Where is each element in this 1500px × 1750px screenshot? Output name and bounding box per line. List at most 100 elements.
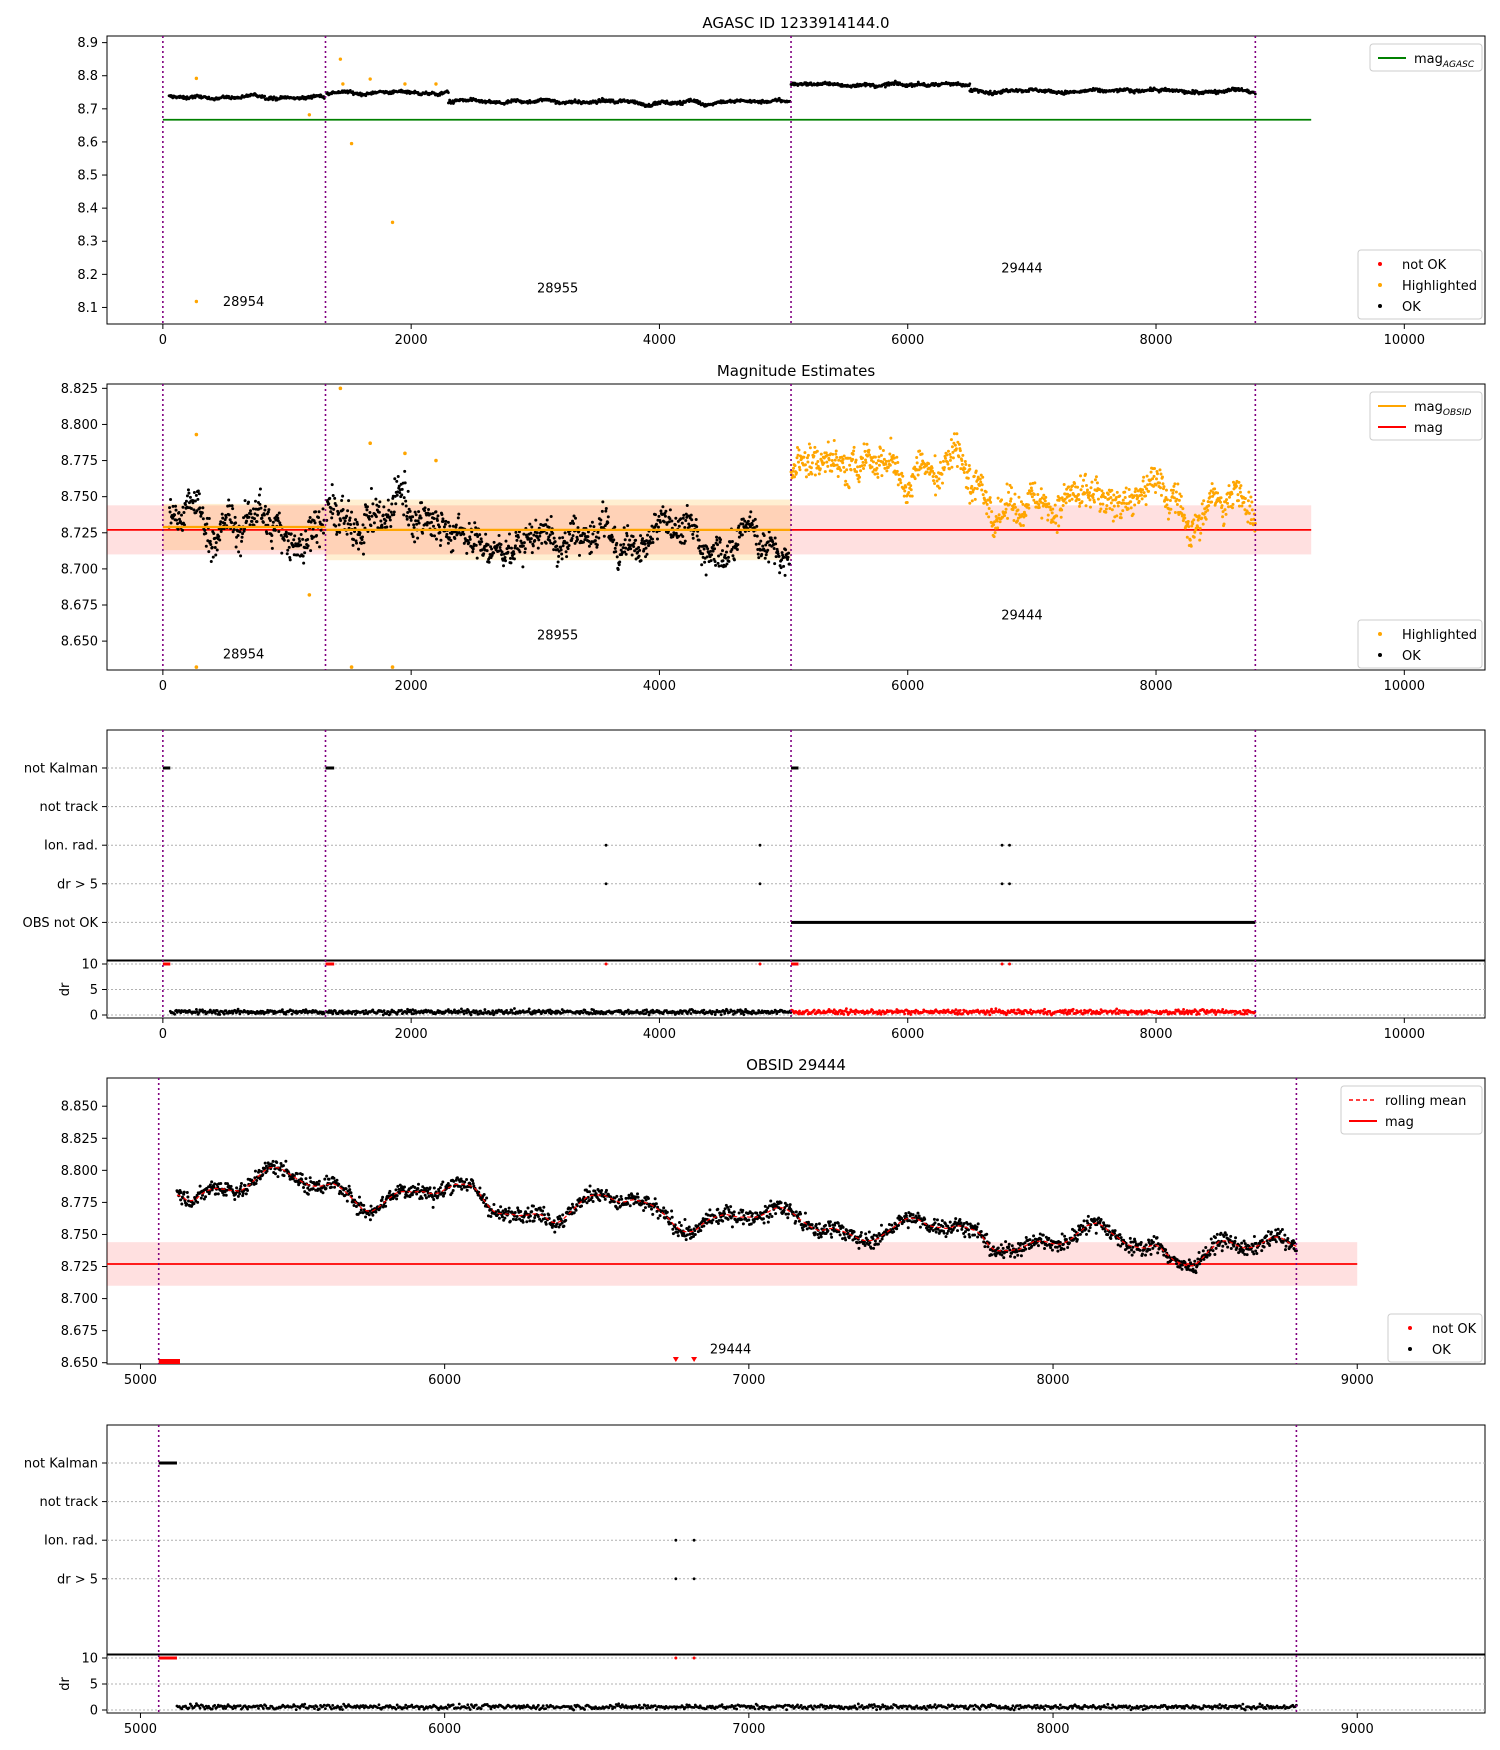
data-point — [478, 542, 482, 546]
data-point — [457, 531, 461, 535]
data-point — [876, 475, 880, 479]
data-point — [259, 506, 263, 510]
data-point — [834, 452, 838, 456]
data-point — [184, 499, 188, 503]
data-point — [668, 508, 672, 512]
data-point — [860, 464, 864, 468]
data-point — [223, 521, 227, 525]
data-point — [420, 501, 424, 505]
data-point — [404, 499, 408, 503]
data-point — [1141, 488, 1145, 492]
data-point — [289, 532, 293, 536]
data-point — [234, 521, 238, 525]
data-point — [841, 457, 845, 461]
data-point — [631, 535, 635, 539]
data-point — [1153, 467, 1157, 471]
data-point — [1144, 494, 1148, 498]
data-point — [354, 518, 358, 522]
dr-point — [218, 1013, 222, 1016]
data-point — [350, 510, 354, 514]
data-point — [552, 536, 556, 540]
dr-point — [361, 1009, 365, 1013]
data-point — [557, 554, 561, 558]
data-point — [813, 445, 817, 449]
data-point — [830, 458, 834, 462]
data-point — [807, 442, 811, 446]
data-point — [549, 515, 553, 519]
dr-point — [903, 1012, 907, 1016]
data-point — [383, 521, 387, 525]
flag-point — [1000, 843, 1004, 847]
data-point — [1004, 507, 1008, 511]
data-point — [920, 452, 924, 456]
data-point — [335, 532, 339, 536]
data-point — [432, 534, 436, 538]
data-point — [352, 522, 356, 526]
data-point — [985, 512, 989, 516]
data-point — [515, 538, 519, 542]
data-point — [592, 525, 596, 529]
data-point — [750, 523, 754, 527]
data-point — [1177, 498, 1181, 502]
x-tick-label: 2000 — [395, 679, 428, 694]
data-point — [915, 461, 919, 465]
flag-label: Ion. rad. — [44, 839, 98, 854]
data-point — [361, 523, 365, 527]
data-point — [467, 521, 471, 525]
data-point — [741, 522, 745, 526]
flag-point — [1008, 843, 1011, 847]
y-tick-label: 8.825 — [61, 382, 98, 397]
data-point — [411, 515, 415, 519]
data-point — [836, 475, 840, 479]
dr-point — [591, 1012, 595, 1016]
data-point — [561, 536, 565, 540]
data-point — [301, 554, 305, 558]
data-point — [1078, 504, 1082, 508]
data-point — [471, 547, 475, 551]
data-point — [787, 551, 791, 555]
data-point — [441, 517, 445, 521]
data-point — [670, 519, 674, 523]
data-point — [1204, 517, 1208, 521]
data-point — [574, 516, 578, 520]
flag-point — [758, 882, 762, 886]
data-point — [443, 522, 447, 526]
data-point — [1037, 503, 1041, 507]
data-point — [683, 525, 687, 529]
data-point — [889, 436, 893, 440]
dr-point — [400, 1008, 403, 1012]
data-point — [312, 519, 316, 523]
data-point — [573, 541, 577, 545]
legend-label: OK — [1402, 300, 1421, 315]
data-point — [1183, 516, 1187, 520]
data-point — [1246, 499, 1250, 503]
data-point — [777, 554, 781, 558]
data-point — [819, 452, 823, 456]
data-point — [772, 547, 776, 551]
data-point — [343, 519, 347, 523]
data-point — [196, 489, 200, 493]
data-point — [551, 531, 555, 535]
data-point — [299, 532, 303, 536]
data-point — [403, 469, 407, 473]
data-point — [356, 522, 360, 526]
flag-point — [1008, 882, 1011, 886]
data-point — [423, 506, 427, 510]
data-point — [716, 561, 720, 565]
data-point — [404, 504, 408, 508]
data-point — [318, 545, 322, 549]
chart-title: AGASC ID 1233914144.0 — [702, 14, 889, 32]
data-point — [622, 526, 626, 530]
data-point — [445, 532, 449, 536]
dr-point — [723, 1012, 727, 1015]
data-point — [718, 540, 722, 544]
data-point — [242, 516, 246, 520]
data-point — [1060, 508, 1064, 512]
data-point — [461, 530, 465, 534]
data-point — [793, 464, 797, 468]
data-point — [1097, 487, 1101, 491]
data-point — [1200, 502, 1204, 506]
data-point — [1230, 506, 1234, 510]
data-point — [199, 514, 203, 518]
data-point — [434, 537, 438, 541]
